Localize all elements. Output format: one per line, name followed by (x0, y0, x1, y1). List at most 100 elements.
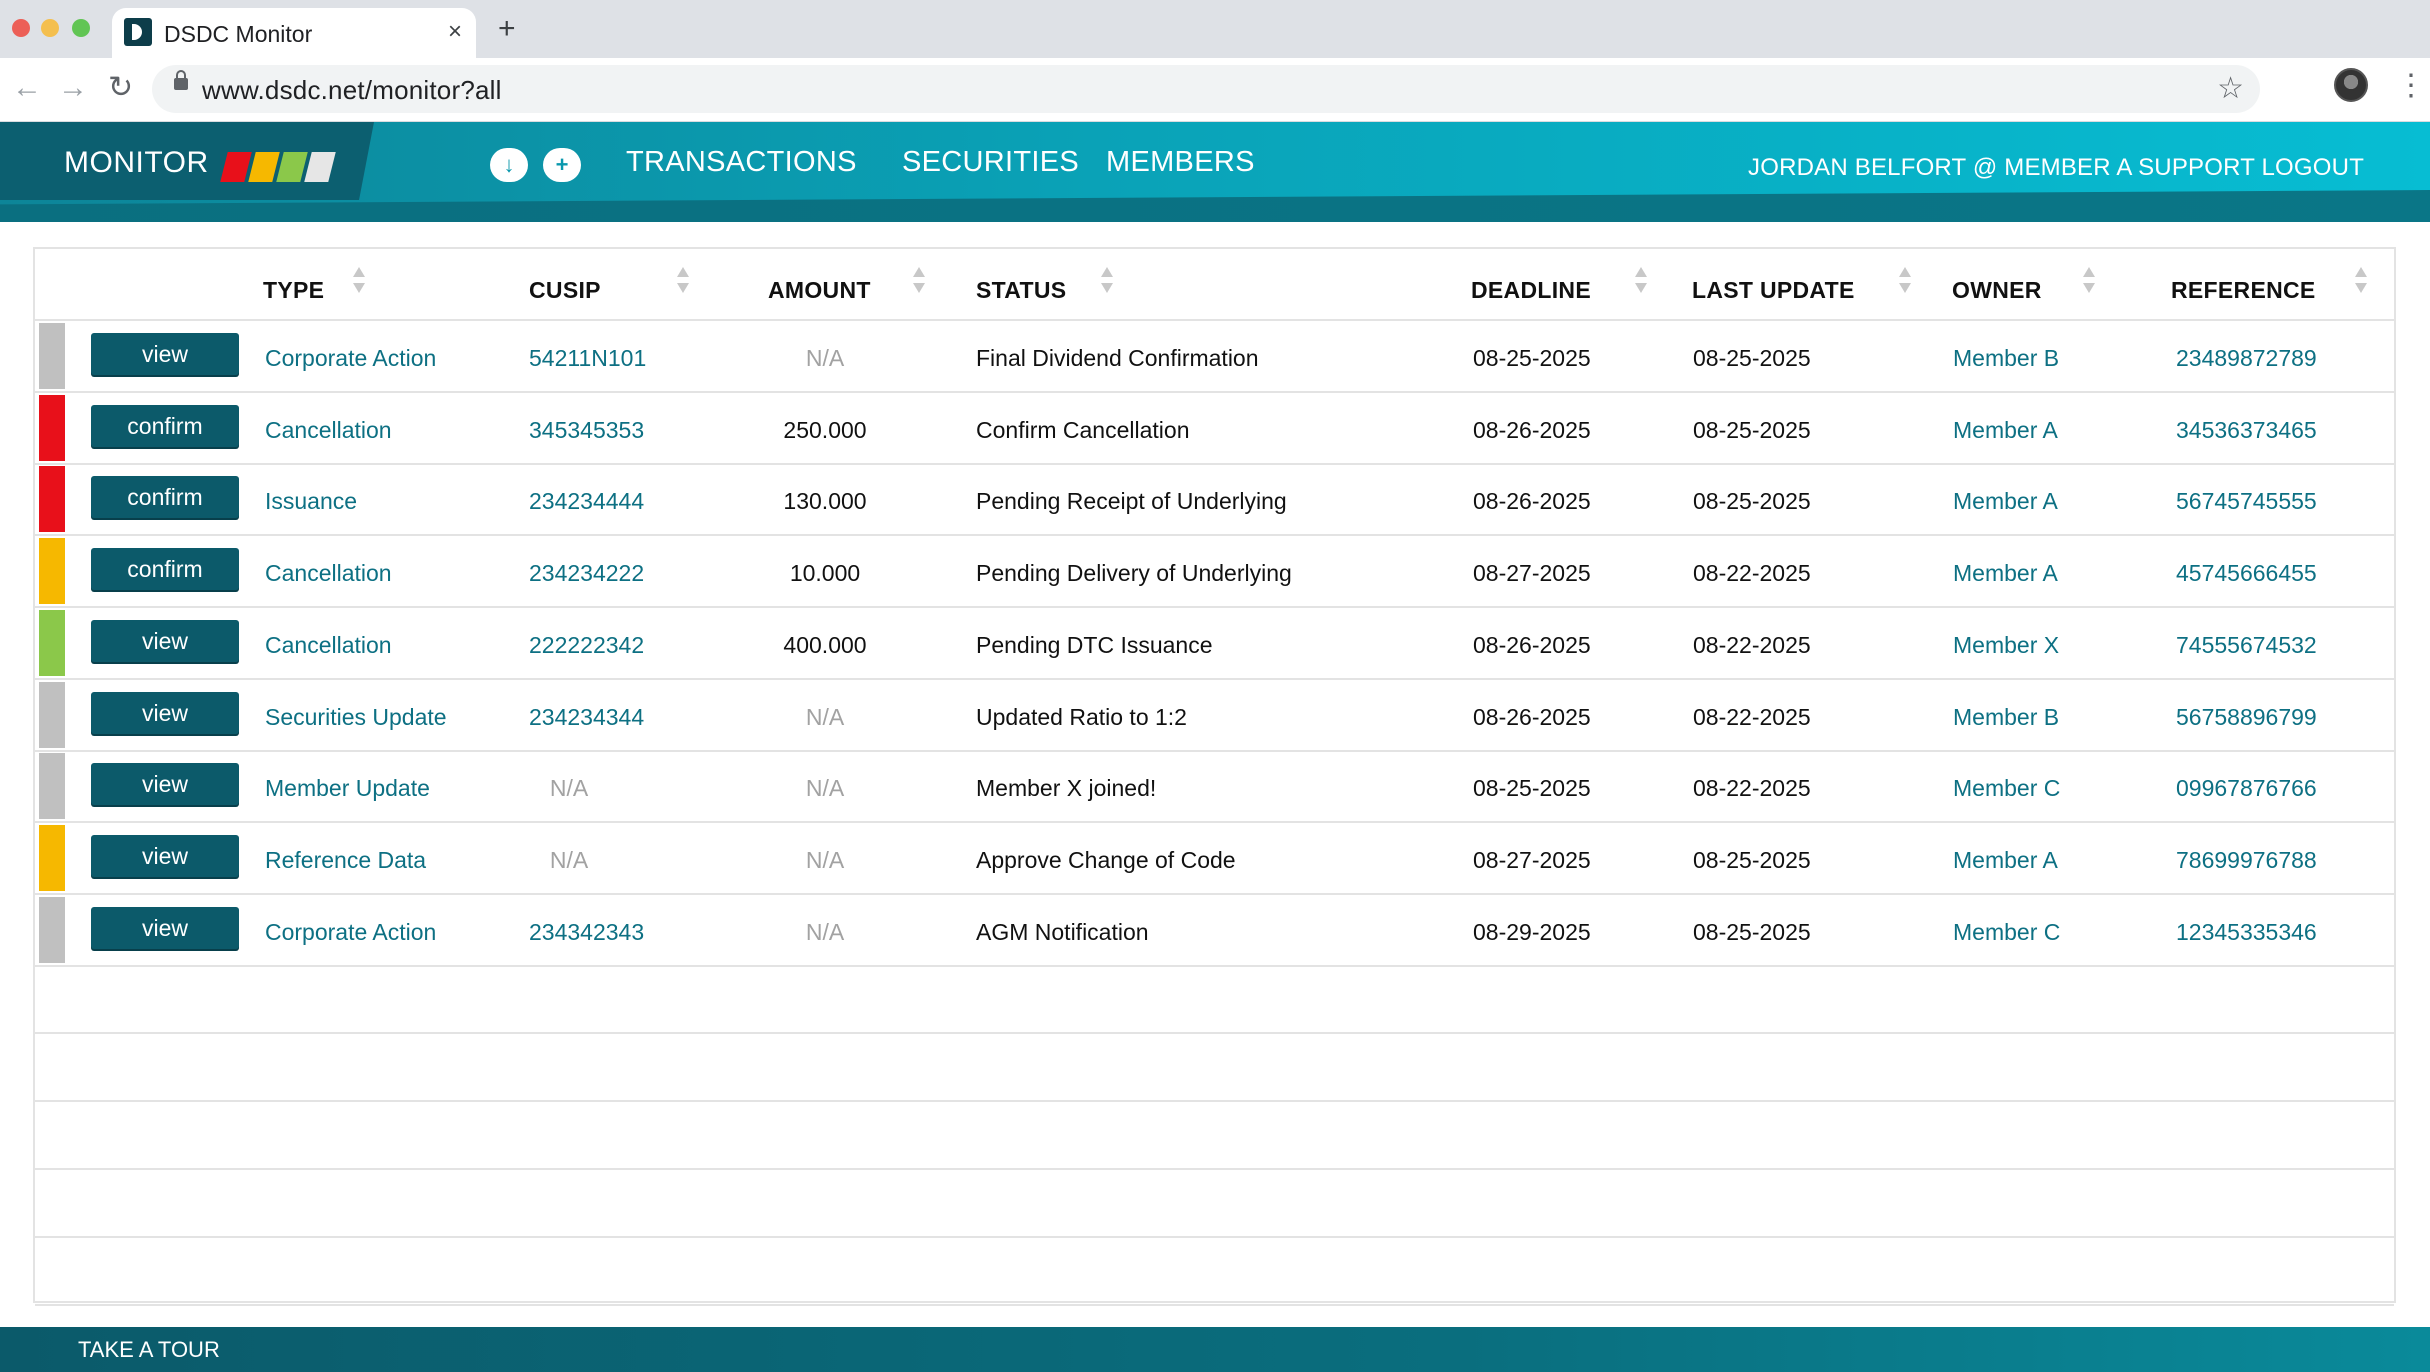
cell-reference[interactable]: 78699976788 (2176, 846, 2317, 873)
brand-block[interactable]: MONITOR (0, 122, 374, 200)
reload-icon[interactable]: ↻ (108, 71, 134, 104)
view-button[interactable]: view (91, 906, 239, 949)
user-logout-link[interactable]: JORDAN BELFORT @ MEMBER A SUPPORT LOGOUT (1748, 154, 2365, 181)
forward-arrow-icon[interactable]: → (58, 71, 88, 104)
table-header-row: TYPE CUSIP AMOUNT STATUS DEADLINE LAST U… (35, 249, 2394, 321)
view-button[interactable]: view (91, 834, 239, 877)
cell-type[interactable]: Cancellation (265, 416, 392, 443)
cell-cusip[interactable]: 345345353 (529, 416, 645, 443)
nav-members[interactable]: MEMBERS (1106, 146, 1255, 178)
cell-cusip[interactable]: 234342343 (529, 918, 645, 945)
table-row[interactable]: confirm Cancellation 345345353 250.000 Confi… (35, 393, 2394, 465)
table-row[interactable]: view Member Update N/A N/A Member X joined! 0… (35, 751, 2394, 824)
sort-icon[interactable] (1099, 267, 1115, 297)
cell-reference[interactable]: 56745745555 (2176, 488, 2317, 515)
col-header-reference[interactable]: REFERENCE (2171, 277, 2316, 303)
cell-type[interactable]: Cancellation (265, 560, 392, 587)
browser-tabstrip: DSDC Monitor × + (0, 0, 2430, 58)
cell-cusip[interactable]: 234234444 (529, 488, 645, 515)
view-button[interactable]: view (91, 619, 239, 662)
view-button[interactable]: view (91, 763, 239, 806)
profile-avatar[interactable] (2334, 68, 2368, 102)
dsdc-favicon-icon (124, 18, 152, 46)
cell-type[interactable]: Member Update (265, 775, 430, 802)
cell-owner[interactable]: Member A (1953, 846, 2058, 873)
col-header-type[interactable]: TYPE (263, 277, 325, 303)
close-window-button[interactable] (12, 19, 30, 37)
sort-icon[interactable] (911, 267, 927, 297)
nav-securities[interactable]: SECURITIES (902, 146, 1080, 178)
col-header-amount[interactable]: AMOUNT (768, 277, 871, 303)
minimize-window-button[interactable] (41, 19, 59, 37)
cell-reference[interactable]: 56758896799 (2176, 703, 2317, 730)
cell-type[interactable]: Issuance (265, 488, 358, 515)
browser-tab[interactable]: DSDC Monitor × (112, 8, 476, 58)
browser-menu-icon[interactable]: ⋮ (2396, 69, 2426, 102)
col-header-cusip[interactable]: CUSIP (529, 277, 601, 303)
url-text[interactable]: www.dsdc.net/monitor?all (202, 75, 502, 105)
add-icon[interactable]: + (543, 148, 581, 182)
sort-icon[interactable] (2081, 267, 2097, 297)
nav-transactions[interactable]: TRANSACTIONS (626, 146, 857, 178)
cell-reference[interactable]: 09967876766 (2176, 775, 2317, 802)
cell-owner[interactable]: Member A (1953, 560, 2058, 587)
cell-cusip[interactable]: 54211N101 (529, 345, 647, 371)
table-row[interactable]: view Corporate Action 54211N101 N/A Final Di… (35, 321, 2394, 393)
view-button[interactable]: view (91, 333, 239, 375)
table-row[interactable]: view Cancellation 222222342 400.000 Pending … (35, 608, 2394, 680)
sort-icon[interactable] (1897, 267, 1913, 297)
priority-indicator (39, 896, 65, 963)
cell-cusip[interactable]: 234234222 (529, 560, 645, 587)
cell-owner[interactable]: Member A (1953, 488, 2058, 515)
col-header-deadline[interactable]: DEADLINE (1471, 277, 1591, 303)
cell-owner[interactable]: Member C (1953, 918, 2061, 945)
col-header-owner[interactable]: OWNER (1952, 277, 2042, 303)
cell-last-update: 08-25-2025 (1693, 918, 1811, 945)
table-row[interactable]: view Corporate Action 234342343 N/A AGM Noti… (35, 895, 2394, 967)
sort-icon[interactable] (675, 267, 691, 297)
cell-type[interactable]: Securities Update (265, 703, 447, 730)
new-tab-icon[interactable]: + (498, 12, 516, 45)
table-row[interactable]: confirm Cancellation 234234222 10.000 Pendin… (35, 536, 2394, 609)
table-row[interactable]: view Securities Update 234234344 N/A Updated… (35, 680, 2394, 752)
empty-table-row (35, 1102, 2394, 1171)
cell-type[interactable]: Corporate Action (265, 918, 437, 945)
tab-close-icon[interactable]: × (447, 18, 462, 45)
cell-owner[interactable]: Member C (1953, 775, 2061, 802)
cell-type[interactable]: Cancellation (265, 631, 392, 658)
cell-owner[interactable]: Member B (1953, 703, 2060, 730)
bookmark-star-icon[interactable]: ☆ (2217, 72, 2244, 105)
cell-reference[interactable]: 74555674532 (2176, 631, 2317, 658)
cell-reference[interactable]: 12345335346 (2176, 918, 2317, 945)
cell-owner[interactable]: Member X (1953, 631, 2060, 658)
priority-indicator (39, 753, 65, 820)
address-bar[interactable]: www.dsdc.net/monitor?all ☆ (152, 65, 2260, 113)
col-header-last-update[interactable]: LAST UPDATE (1692, 277, 1855, 303)
empty-table-row (35, 1238, 2394, 1307)
confirm-button[interactable]: confirm (91, 548, 239, 591)
back-arrow-icon[interactable]: ← (12, 71, 42, 104)
cell-reference[interactable]: 45745666455 (2176, 560, 2317, 587)
cell-type[interactable]: Corporate Action (265, 345, 437, 371)
view-button[interactable]: view (91, 691, 239, 734)
confirm-button[interactable]: confirm (91, 476, 239, 519)
maximize-window-button[interactable] (72, 19, 90, 37)
sort-icon[interactable] (351, 267, 367, 297)
cell-reference[interactable]: 34536373465 (2176, 416, 2317, 443)
table-row[interactable]: view Reference Data N/A N/A Approve Change o… (35, 823, 2394, 895)
cell-reference[interactable]: 23489872789 (2176, 345, 2317, 371)
cell-cusip[interactable]: 234234344 (529, 703, 645, 730)
confirm-button[interactable]: confirm (91, 404, 239, 447)
lock-icon[interactable] (174, 70, 188, 90)
take-a-tour-link[interactable]: TAKE A TOUR (78, 1337, 220, 1362)
cell-type[interactable]: Reference Data (265, 846, 427, 873)
col-header-status[interactable]: STATUS (976, 277, 1067, 303)
cell-cusip[interactable]: 222222342 (529, 631, 645, 658)
table-row[interactable]: confirm Issuance 234234444 130.000 Pending R… (35, 464, 2394, 537)
sort-icon[interactable] (2353, 267, 2369, 297)
cell-amount: 10.000 (789, 560, 861, 587)
cell-owner[interactable]: Member B (1953, 345, 2060, 371)
download-icon[interactable]: ↓ (490, 148, 528, 182)
sort-icon[interactable] (1633, 267, 1649, 297)
cell-owner[interactable]: Member A (1953, 416, 2058, 443)
